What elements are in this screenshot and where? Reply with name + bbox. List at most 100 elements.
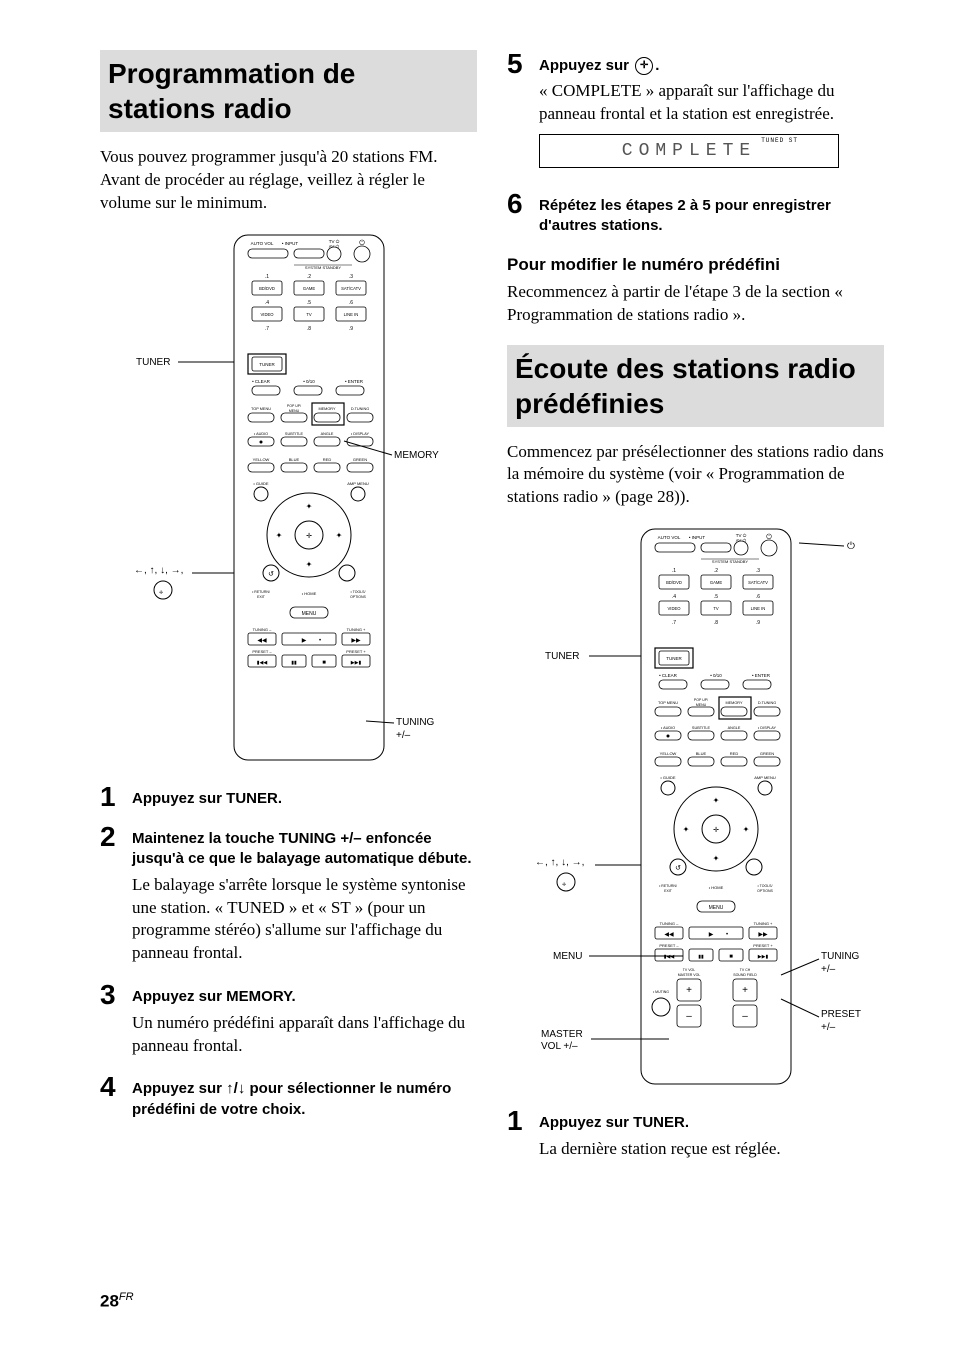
svg-text:TUNER: TUNER <box>259 362 275 367</box>
svg-text:.9: .9 <box>348 326 352 332</box>
svg-text:• CLEAR: • CLEAR <box>252 379 271 384</box>
svg-text:• TOOLS/: • TOOLS/ <box>350 590 365 594</box>
svg-text:+/–: +/– <box>821 964 836 975</box>
enter-icon: ✛ <box>635 57 653 75</box>
svg-text:.8: .8 <box>306 326 310 332</box>
svg-text:PRESET –: PRESET – <box>659 943 679 948</box>
svg-text:✦: ✦ <box>335 531 342 540</box>
svg-text:.3: .3 <box>755 568 759 574</box>
svg-text:D.TUNING: D.TUNING <box>757 701 775 705</box>
step-1-listen: 1 Appuyez sur TUNER. La dernière station… <box>507 1107 884 1166</box>
svg-text:↺: ↺ <box>268 571 274 578</box>
step-para: La dernière station reçue est réglée. <box>539 1138 884 1161</box>
label-tuner: TUNER <box>136 357 170 368</box>
svg-text:RED: RED <box>322 457 331 462</box>
svg-text:PRESET +: PRESET + <box>753 943 773 948</box>
svg-text:PRESET –: PRESET – <box>252 649 272 654</box>
intro-listen: Commencez par présélectionner des statio… <box>507 441 884 510</box>
step-num: 3 <box>100 981 132 1009</box>
svg-text:.2: .2 <box>713 568 717 574</box>
step-head: Répétez les étapes 2 à 5 pour enregistre… <box>539 196 884 237</box>
svg-text:• INPUT: • INPUT <box>281 241 298 246</box>
svg-text:TUNER: TUNER <box>666 656 682 661</box>
svg-text:MASTER VOL: MASTER VOL <box>677 973 700 977</box>
svg-text:TV CH: TV CH <box>739 968 750 972</box>
svg-text:–: – <box>686 1011 692 1022</box>
svg-text:✦: ✦ <box>275 531 282 540</box>
svg-text:• TOOLS/: • TOOLS/ <box>757 884 772 888</box>
svg-text:• AUDIO: • AUDIO <box>253 432 267 436</box>
svg-text:MENU: MENU <box>288 409 299 413</box>
page-number: 28 <box>100 1292 119 1311</box>
step-head: Appuyez sur ✛. <box>539 56 884 76</box>
svg-text:▮◀◀: ▮◀◀ <box>256 660 267 666</box>
svg-text:■: ■ <box>729 954 733 960</box>
step-para: Un numéro prédéfini apparaît dans l'affi… <box>132 1012 477 1058</box>
svg-text:• RETURN/: • RETURN/ <box>252 590 270 594</box>
svg-text:TOP MENU: TOP MENU <box>658 701 678 705</box>
label-memory: MEMORY <box>394 450 439 461</box>
svg-text:SAT/CATV: SAT/CATV <box>748 580 768 585</box>
step-num: 1 <box>100 783 132 811</box>
svg-text:MENU: MENU <box>708 905 723 911</box>
svg-text:• ENTER: • ENTER <box>751 673 770 678</box>
section-title-programming: Programmation de stations radio <box>100 50 477 132</box>
svg-text:✦: ✦ <box>682 825 689 834</box>
svg-text:✛: ✛ <box>306 532 312 540</box>
svg-text:▮◀◀: ▮◀◀ <box>663 954 674 960</box>
step-para: Le balayage s'arrête lorsque le système … <box>132 874 477 966</box>
label-tuning: TUNING <box>396 717 435 728</box>
step-head: Appuyez sur ↑/↓ pour sélectionner le num… <box>132 1079 477 1120</box>
svg-text:• HOME: • HOME <box>301 591 316 596</box>
label-tuning: TUNING <box>821 951 860 962</box>
svg-text:TV: TV <box>713 606 719 611</box>
svg-text:SAT/CATV: SAT/CATV <box>341 286 361 291</box>
svg-text:SUBTITLE: SUBTITLE <box>691 726 710 730</box>
remote-figure-2: AUTO VOL• INPUTTV ⏻AV ⏻⏻SYSTEM STANDBY.1… <box>511 527 881 1087</box>
svg-text:✦: ✦ <box>305 502 312 511</box>
svg-text:▮▮: ▮▮ <box>698 954 704 960</box>
display-text: COMPLETE <box>622 141 756 161</box>
svg-text:POP UP/: POP UP/ <box>693 698 707 702</box>
svg-text:+/–: +/– <box>396 730 411 741</box>
svg-text:◀◀: ◀◀ <box>664 932 674 938</box>
svg-text:▮▮: ▮▮ <box>291 660 297 666</box>
svg-text:TV VOL: TV VOL <box>682 968 695 972</box>
step-4: 4 Appuyez sur ↑/↓ pour sélectionner le n… <box>100 1073 477 1124</box>
svg-text:.7: .7 <box>671 620 675 626</box>
svg-text:+: + <box>742 985 748 996</box>
step-num: 5 <box>507 50 539 78</box>
svg-text:.4: .4 <box>671 594 675 600</box>
svg-text:RED: RED <box>729 751 738 756</box>
svg-text:POP UP/: POP UP/ <box>286 404 300 408</box>
svg-text:GAME: GAME <box>302 286 315 291</box>
svg-text:VIDEO: VIDEO <box>667 606 681 611</box>
svg-text:EXIT: EXIT <box>257 595 266 599</box>
svg-text:AMP MENU: AMP MENU <box>754 775 776 780</box>
svg-text:.2: .2 <box>306 274 310 280</box>
right-column: 5 Appuyez sur ✛. « COMPLETE » apparaît s… <box>507 50 884 1177</box>
svg-text:• DISPLAY: • DISPLAY <box>350 432 369 436</box>
svg-text:• ENTER: • ENTER <box>344 379 363 384</box>
svg-text:AUTO VOL: AUTO VOL <box>657 535 680 540</box>
svg-text:•: • <box>318 638 320 644</box>
svg-text:• INPUT: • INPUT <box>688 535 705 540</box>
svg-text:.5: .5 <box>306 300 310 306</box>
svg-text:GAME: GAME <box>709 580 722 585</box>
svg-text:ANGLE: ANGLE <box>320 432 333 436</box>
svg-text:.3: .3 <box>348 274 352 280</box>
svg-text:.7: .7 <box>264 326 268 332</box>
remote-figure-1: AUTO VOL• INPUTTV ⏻AV ⏻⏻SYSTEM STANDBY.1… <box>134 233 444 763</box>
svg-text:.1: .1 <box>264 274 268 280</box>
svg-text:■: ■ <box>322 660 326 666</box>
svg-text:▶▶: ▶▶ <box>758 932 768 938</box>
svg-text:✦: ✦ <box>712 854 719 863</box>
label-power: ⏻ <box>847 541 855 552</box>
step-num: 4 <box>100 1073 132 1101</box>
svg-text:–: – <box>742 1011 748 1022</box>
svg-text:TUNING +: TUNING + <box>753 921 772 926</box>
svg-text:✦: ✦ <box>305 560 312 569</box>
svg-text:• 0/10: • 0/10 <box>303 379 315 384</box>
svg-text:AUTO VOL: AUTO VOL <box>250 241 273 246</box>
svg-text:TUNING –: TUNING – <box>252 627 271 632</box>
